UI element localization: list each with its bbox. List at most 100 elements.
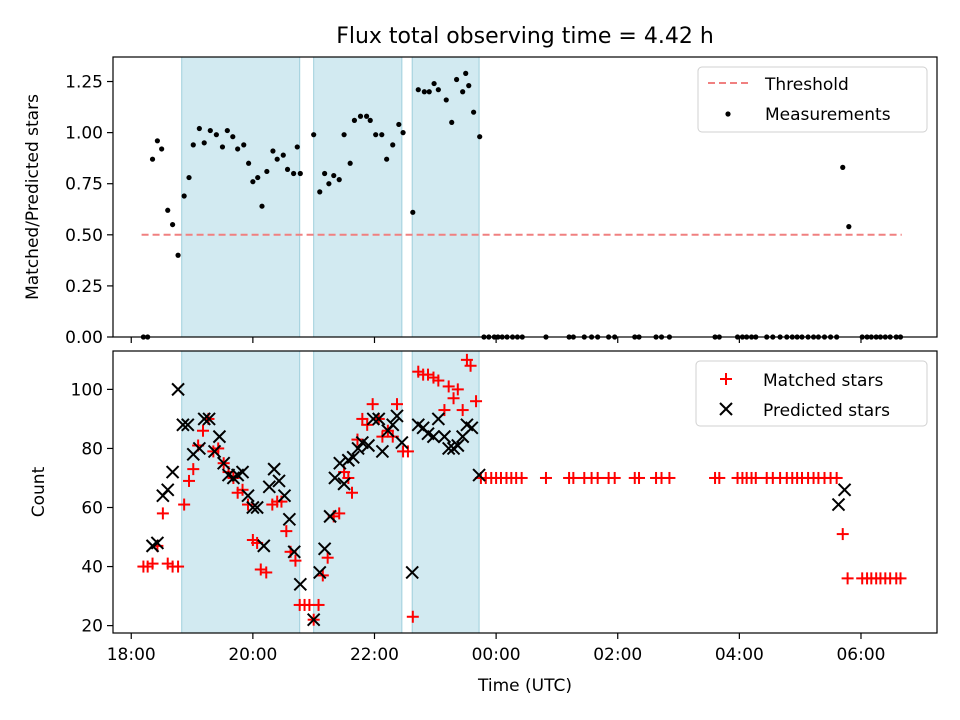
matched-point [178,498,191,511]
measurement-point [336,177,342,183]
predicted-point [837,483,852,497]
predicted-point [262,480,276,494]
ratio-legend: Threshold Measurements [697,66,928,133]
matched-point [841,572,854,585]
legend-matched-label: Matched stars [763,371,883,391]
predicted-point [323,509,337,524]
measurement-point [846,224,852,230]
measurement-point [384,156,390,162]
observing-window-3 [411,350,480,634]
matched-point [366,398,379,411]
legend-matched-swatch [720,373,732,385]
matched-point [451,383,464,396]
x-tick-label: 00:00 [472,645,521,665]
ratio-axes-frame [112,56,938,338]
measurement-point [463,70,469,76]
ratio-y-ticks: 0.00 0.25 0.50 0.75 1.00 1.25 [65,73,113,348]
x-axis-label: Time (UTC) [477,676,572,696]
observing-window-2 [313,56,403,338]
measurement-point [341,132,347,138]
predicted-point [465,421,479,435]
predicted-point [372,412,386,426]
measurement-point [274,156,280,162]
predicted-points [145,382,852,627]
matched-point [464,359,477,372]
predicted-point [176,418,190,432]
measurement-point [291,170,297,177]
matched-point [447,392,460,405]
x-tick-label: 06:00 [836,645,885,665]
measurement-point [149,156,156,162]
y-tick-label: 20 [81,617,103,637]
measurement-point [379,132,385,138]
predicted-point [437,429,452,444]
y-tick-label: 1.25 [65,73,103,93]
measurement-point [471,109,477,115]
matched-point [342,471,355,484]
matched-point [321,551,334,564]
y-tick-label: 0.25 [65,277,103,297]
measurement-point [169,221,176,228]
measurement-point [181,193,187,199]
observing-windows [181,350,480,634]
measurement-point [201,140,207,146]
measurement-point [255,174,261,181]
predicted-point [257,539,271,553]
measurement-point [154,138,160,144]
matched-point [567,471,580,484]
predicted-point [337,477,351,491]
x-tick-label: 02:00 [593,645,642,665]
measurement-point [235,146,241,152]
matched-point [242,498,255,511]
measurement-point [297,170,303,177]
measurement-point [466,83,472,89]
matched-point [456,404,469,417]
predicted-point [328,471,342,485]
predicted-point [361,438,376,453]
measurement-point [322,170,328,177]
predicted-point [426,429,441,444]
ratio-x-ticks [130,337,862,343]
predicted-point [313,565,327,580]
measurement-point [390,142,396,148]
matched-point [260,566,273,579]
measurement-point [230,134,236,140]
predicted-point [386,418,400,432]
x-tick-label: 18:00 [107,645,156,665]
matched-point [172,560,185,573]
measurement-point [207,127,213,134]
measurement-point [196,125,202,132]
legend-threshold-label: Threshold [764,75,849,95]
matched-point [608,471,621,484]
measurement-point [270,148,276,154]
measurement-point [224,127,230,134]
observing-windows [181,56,480,338]
measurement-point [186,174,192,181]
matched-point [633,471,646,484]
ratio-y-label: Matched/Predicted stars [23,94,43,300]
measurement-point [357,113,364,119]
matched-point [289,554,302,567]
measurement-point [477,134,483,140]
matched-point [146,557,159,570]
predicted-point [212,429,227,444]
count-x-ticks: 18:00 20:00 22:00 00:00 02:00 04:00 06:00 [107,633,885,665]
predicted-point [333,456,347,470]
predicted-point [272,474,286,488]
matched-point [749,471,762,484]
predicted-point [202,412,216,426]
measurement-point [443,97,449,103]
legend-measurement-swatch [725,111,731,117]
measurement-point [421,89,427,95]
predicted-point [277,488,292,503]
predicted-point [441,441,456,456]
matched-point [470,395,483,408]
measurement-point [435,87,441,93]
matched-point [351,433,364,446]
count-axes-frame [112,350,938,634]
measurement-point [373,132,379,138]
measurement-point [347,160,353,166]
y-tick-label: 0.75 [65,175,103,195]
matched-point [442,380,455,393]
predicted-point [831,497,846,512]
